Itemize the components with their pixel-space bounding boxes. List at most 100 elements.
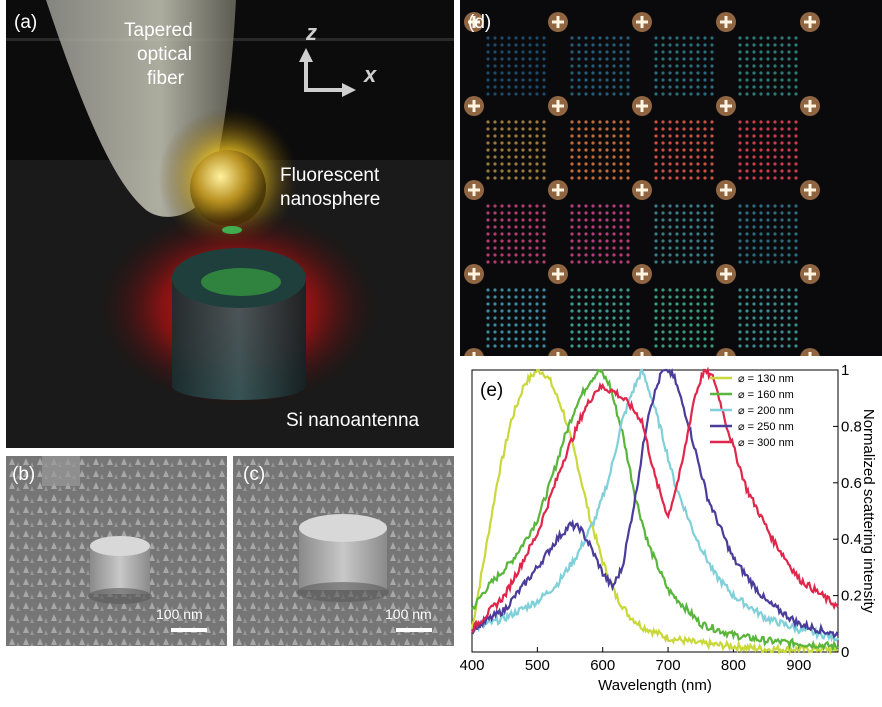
nanoantenna-dot	[766, 64, 770, 68]
nanoantenna-dot	[787, 239, 791, 243]
nanoantenna-dot	[619, 218, 623, 222]
nanoantenna-dot	[654, 309, 658, 313]
nanoantenna-dot	[528, 225, 532, 229]
nanoantenna-dot	[780, 43, 784, 47]
nanoantenna-dot	[528, 169, 532, 173]
nanoantenna-dot	[766, 50, 770, 54]
nanoantenna-dot	[661, 78, 665, 82]
nanoantenna-dot	[626, 78, 630, 82]
nanoantenna-dot	[493, 302, 497, 306]
nanoantenna-dot	[738, 309, 742, 313]
nanoantenna-dot	[570, 309, 574, 313]
nanoantenna-dot	[570, 155, 574, 159]
nanoantenna-dot	[626, 211, 630, 215]
nanoantenna-dot	[605, 36, 609, 40]
nanoantenna-dot	[780, 211, 784, 215]
nanoantenna-dot	[710, 148, 714, 152]
nanoantenna-dot	[682, 57, 686, 61]
nanoantenna-dot	[528, 288, 532, 292]
nanoantenna-dot	[780, 57, 784, 61]
nanoantenna-dot	[507, 211, 511, 215]
nanoantenna-dot	[619, 43, 623, 47]
nanoantenna-dot	[577, 246, 581, 250]
nanoantenna-dot	[773, 162, 777, 166]
nanoantenna-dot	[577, 92, 581, 96]
nanoantenna-dot	[773, 253, 777, 257]
nanoantenna-dot	[745, 288, 749, 292]
nanoantenna-dot	[759, 148, 763, 152]
nanoantenna-dot	[703, 162, 707, 166]
nanoantenna-dot	[493, 43, 497, 47]
spectra-chart-svg: 400 500 600 700 800 900 0 0.2 0.4 0.6 0.8 1 Waveleng…	[459, 362, 877, 694]
nanoantenna-dot	[486, 85, 490, 89]
nanoantenna-dot	[703, 316, 707, 320]
alignment-marker	[468, 100, 480, 112]
nanoantenna-dot	[486, 225, 490, 229]
nanoantenna-dot	[780, 218, 784, 222]
nanoantenna-dot	[528, 92, 532, 96]
nanoantenna-dot	[766, 43, 770, 47]
nanoantenna-dot	[535, 92, 539, 96]
nanoantenna-dot	[780, 239, 784, 243]
nanoantenna-dot	[787, 162, 791, 166]
nanoantenna-dot	[598, 232, 602, 236]
nanoantenna-dot	[780, 64, 784, 68]
nanoantenna-dot	[598, 295, 602, 299]
x-tick-label: 600	[590, 657, 615, 674]
nanoantenna-dot	[626, 176, 630, 180]
nanoantenna-dot	[528, 71, 532, 75]
nanoantenna-dot	[654, 337, 658, 341]
nanoantenna-dot	[752, 260, 756, 264]
nanoantenna-dot	[794, 155, 798, 159]
nanoantenna-dot	[675, 316, 679, 320]
nanoantenna-dot	[787, 295, 791, 299]
nanoantenna-dot	[584, 57, 588, 61]
nanoantenna-dot	[521, 337, 525, 341]
nanoantenna-dot	[689, 155, 693, 159]
nanoantenna-dot	[605, 260, 609, 264]
nanoantenna-dot	[598, 162, 602, 166]
nanoantenna-dot	[787, 225, 791, 229]
nanoantenna-dot	[584, 309, 588, 313]
nanoantenna-dot	[752, 155, 756, 159]
nanoantenna-dot	[542, 71, 546, 75]
nanoantenna-dot	[654, 43, 658, 47]
nanoantenna-dot	[787, 85, 791, 89]
nanoantenna-dot	[528, 309, 532, 313]
nanoantenna-dot	[780, 316, 784, 320]
nanoantenna-dot	[542, 309, 546, 313]
nanoantenna-dot	[668, 232, 672, 236]
nanoantenna-dot	[521, 176, 525, 180]
nanoantenna-dot	[619, 92, 623, 96]
alignment-marker	[720, 268, 732, 280]
nanoantenna-dot	[689, 36, 693, 40]
nanoantenna-dot	[738, 211, 742, 215]
nanoantenna-dot	[514, 302, 518, 306]
nanoantenna-dot	[521, 64, 525, 68]
nanoantenna-dot	[535, 204, 539, 208]
nanoantenna-dot	[507, 309, 511, 313]
nanoantenna-dot	[752, 78, 756, 82]
nanoantenna-dot	[612, 246, 616, 250]
nanoantenna-dot	[612, 295, 616, 299]
nanoantenna-dot	[654, 225, 658, 229]
nanoantenna-dot	[766, 225, 770, 229]
nanoantenna-dot	[752, 295, 756, 299]
nanoantenna-dot	[689, 141, 693, 145]
nanoantenna-dot	[794, 239, 798, 243]
nanoantenna-dot	[682, 295, 686, 299]
nanoantenna-dot	[703, 155, 707, 159]
nanoantenna-dot	[745, 36, 749, 40]
nanoantenna-dot	[605, 295, 609, 299]
nanoantenna-dot	[773, 302, 777, 306]
nanoantenna-dot	[570, 64, 574, 68]
nanoantenna-dot	[605, 176, 609, 180]
nanoantenna-dot	[570, 176, 574, 180]
alignment-marker	[636, 100, 648, 112]
nanoantenna-dot	[773, 64, 777, 68]
nanoantenna-dot	[507, 344, 511, 348]
nanoantenna-dot	[675, 134, 679, 138]
nanoantenna-dot	[521, 309, 525, 313]
nanoantenna-dot	[570, 36, 574, 40]
nanoantenna-dot	[605, 323, 609, 327]
